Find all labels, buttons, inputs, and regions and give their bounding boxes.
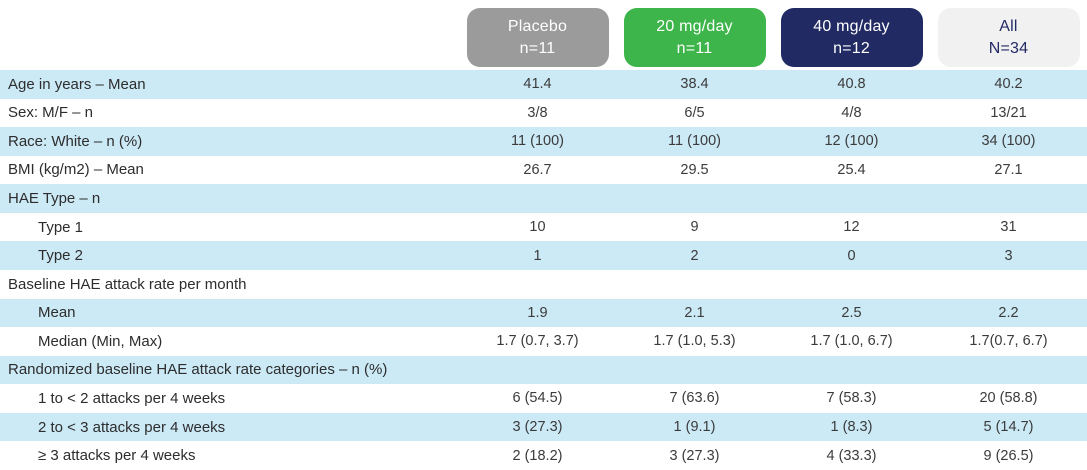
dose-20mg-badge-n: n=11 <box>676 39 713 57</box>
placebo-badge-label: Placebo <box>507 17 568 35</box>
cell-40mg: 12 (100) <box>824 133 879 150</box>
all-badge-n: N=34 <box>988 39 1029 57</box>
cell-20mg: 2.1 <box>684 304 705 321</box>
column-header-20mg: 20 mg/day n=11 <box>616 8 773 70</box>
table-row-attack-median: Median (Min, Max) 1.7 (0.7, 3.7) 1.7 (1.… <box>0 327 1087 356</box>
cell-placebo: 26.7 <box>523 161 552 178</box>
cell-placebo: 3/8 <box>527 104 548 121</box>
cell-20mg: 29.5 <box>680 161 709 178</box>
cell-40mg: 1 (8.3) <box>830 419 873 436</box>
table-row-bmi: BMI (kg/m2) – Mean 26.7 29.5 25.4 27.1 <box>0 156 1087 185</box>
dose-40mg-badge-n: n=12 <box>833 39 870 57</box>
cell-40mg: 2.5 <box>841 304 862 321</box>
cell-placebo: 6 (54.5) <box>512 390 563 407</box>
table-row-attack-mean: Mean 1.9 2.1 2.5 2.2 <box>0 298 1087 328</box>
cell-40mg: 1.7 (1.0, 6.7) <box>810 333 893 350</box>
table-row-sex: Sex: M/F – n 3/8 6/5 4/8 13/21 <box>0 99 1087 128</box>
row-label: 2 to < 3 attacks per 4 weeks <box>38 418 226 436</box>
column-header-placebo: Placebo n=11 <box>459 8 616 70</box>
cell-placebo: 11 (100) <box>511 133 564 150</box>
dose-20mg-badge-label: 20 mg/day <box>656 17 733 35</box>
row-label: Mean <box>38 304 76 322</box>
row-label: ≥ 3 attacks per 4 weeks <box>38 447 196 465</box>
table-row-attacks-3plus: ≥ 3 attacks per 4 weeks 2 (18.2) 3 (27.3… <box>0 441 1087 470</box>
table-row-baseline-attack-rate-header: Baseline HAE attack rate per month <box>0 270 1087 299</box>
cell-40mg: 25.4 <box>837 161 866 178</box>
cell-20mg: 6/5 <box>684 104 705 121</box>
cell-all: 31 <box>1000 219 1017 236</box>
cell-40mg: 4/8 <box>841 104 862 121</box>
cell-all: 27.1 <box>994 161 1023 178</box>
cell-40mg: 0 <box>847 247 856 264</box>
table-row-race: Race: White – n (%) 11 (100) 11 (100) 12… <box>0 127 1087 156</box>
cell-all: 5 (14.7) <box>983 419 1034 436</box>
dose-40mg-badge-label: 40 mg/day <box>813 17 890 35</box>
cell-20mg: 7 (63.6) <box>669 390 720 407</box>
cell-all: 3 <box>1004 247 1013 264</box>
row-label: BMI (kg/m2) – Mean <box>8 161 144 179</box>
cell-40mg: 4 (33.3) <box>826 447 877 464</box>
table-row-hae-type-header: HAE Type – n <box>0 184 1087 213</box>
placebo-badge: Placebo n=11 <box>466 8 609 67</box>
cell-40mg: 12 <box>843 219 860 236</box>
table-row-type2: Type 2 1 2 0 3 <box>0 241 1087 270</box>
row-label: Race: White – n (%) <box>8 132 143 150</box>
cell-placebo: 41.4 <box>523 76 552 93</box>
cell-placebo: 1.9 <box>527 304 548 321</box>
cell-all: 34 (100) <box>981 133 1036 150</box>
cell-all: 2.2 <box>998 304 1019 321</box>
cell-all: 40.2 <box>994 76 1023 93</box>
row-label: Baseline HAE attack rate per month <box>8 275 247 293</box>
cell-20mg: 3 (27.3) <box>669 447 720 464</box>
cell-20mg: 2 <box>690 247 699 264</box>
table-row-age: Age in years – Mean 41.4 38.4 40.8 40.2 <box>0 70 1087 99</box>
row-label: Type 2 <box>38 247 84 265</box>
cell-placebo: 1.7 (0.7, 3.7) <box>496 333 579 350</box>
cell-placebo: 10 <box>529 219 546 236</box>
cell-all: 1.7(0.7, 6.7) <box>969 333 1048 350</box>
row-label: Median (Min, Max) <box>38 332 163 350</box>
cell-all: 20 (58.8) <box>979 390 1038 407</box>
row-label: Sex: M/F – n <box>8 104 94 122</box>
all-badge: All N=34 <box>937 8 1080 67</box>
column-headers: Placebo n=11 20 mg/day n=11 40 mg/day n=… <box>0 0 1087 70</box>
cell-20mg: 1.7 (1.0, 5.3) <box>653 333 736 350</box>
dose-40mg-badge: 40 mg/day n=12 <box>780 8 923 67</box>
row-label: Randomized baseline HAE attack rate cate… <box>8 361 388 379</box>
dose-20mg-badge: 20 mg/day n=11 <box>623 8 766 67</box>
cell-20mg: 9 <box>690 219 699 236</box>
row-label: Age in years – Mean <box>8 75 146 93</box>
column-header-all: All N=34 <box>930 8 1087 70</box>
cell-40mg: 7 (58.3) <box>826 390 877 407</box>
column-header-40mg: 40 mg/day n=12 <box>773 8 930 70</box>
cell-20mg: 11 (100) <box>668 133 721 150</box>
cell-20mg: 1 (9.1) <box>673 419 716 436</box>
all-badge-label: All <box>999 17 1018 35</box>
table-row-attacks-1to2: 1 to < 2 attacks per 4 weeks 6 (54.5) 7 … <box>0 384 1087 413</box>
table-row-type1: Type 1 10 9 12 31 <box>0 213 1087 242</box>
cell-40mg: 40.8 <box>837 76 866 93</box>
cell-all: 13/21 <box>990 104 1027 121</box>
table-row-randomized-categories-header: Randomized baseline HAE attack rate cate… <box>0 355 1087 385</box>
row-label: HAE Type – n <box>8 190 101 208</box>
row-label: Type 1 <box>38 218 84 236</box>
cell-placebo: 2 (18.2) <box>512 447 563 464</box>
placebo-badge-n: n=11 <box>519 39 556 57</box>
cell-placebo: 3 (27.3) <box>512 419 563 436</box>
cell-all: 9 (26.5) <box>983 447 1034 464</box>
table-row-attacks-2to3: 2 to < 3 attacks per 4 weeks 3 (27.3) 1 … <box>0 412 1087 442</box>
cell-placebo: 1 <box>533 247 542 264</box>
row-label: 1 to < 2 attacks per 4 weeks <box>38 389 226 407</box>
cell-20mg: 38.4 <box>680 76 709 93</box>
